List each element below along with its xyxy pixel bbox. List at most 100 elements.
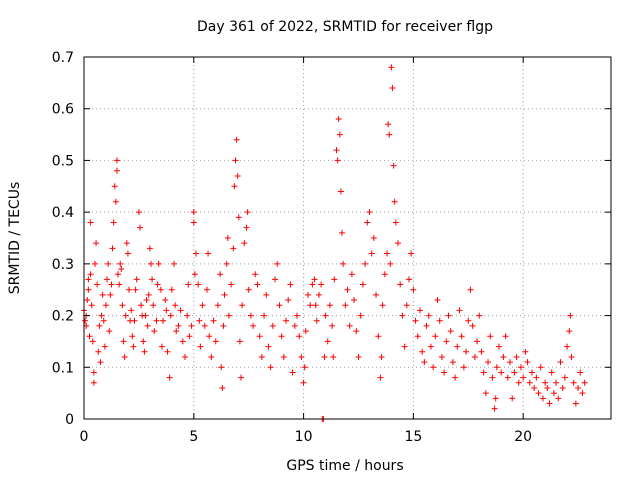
data-point bbox=[106, 328, 113, 335]
data-point bbox=[438, 353, 445, 360]
data-point bbox=[191, 271, 198, 278]
data-point bbox=[89, 338, 96, 345]
data-point bbox=[425, 312, 432, 319]
data-point bbox=[326, 302, 333, 309]
data-point bbox=[252, 271, 259, 278]
y-tick-label: 0.2 bbox=[52, 309, 74, 325]
data-point bbox=[366, 209, 373, 216]
data-point bbox=[364, 219, 371, 226]
data-point bbox=[86, 333, 93, 340]
data-point bbox=[564, 343, 571, 350]
data-point bbox=[120, 338, 127, 345]
data-point bbox=[513, 353, 520, 360]
data-point bbox=[212, 338, 219, 345]
data-point bbox=[353, 328, 360, 335]
data-point bbox=[416, 307, 423, 314]
data-point bbox=[147, 260, 154, 267]
data-point bbox=[85, 286, 92, 293]
data-point bbox=[109, 245, 116, 252]
data-point bbox=[228, 281, 235, 288]
data-point bbox=[220, 322, 227, 329]
data-point bbox=[100, 317, 107, 324]
data-point bbox=[482, 390, 489, 397]
data-point bbox=[454, 343, 461, 350]
data-point bbox=[559, 384, 566, 391]
data-point bbox=[203, 286, 210, 293]
data-point bbox=[245, 286, 252, 293]
data-point bbox=[131, 317, 138, 324]
data-point bbox=[517, 364, 524, 371]
data-point bbox=[436, 317, 443, 324]
x-tick-label: 5 bbox=[189, 429, 198, 445]
data-point bbox=[108, 281, 115, 288]
data-point bbox=[533, 374, 540, 381]
data-point bbox=[577, 369, 584, 376]
data-point bbox=[579, 390, 586, 397]
data-point bbox=[91, 260, 98, 267]
data-point bbox=[168, 286, 175, 293]
data-point bbox=[502, 333, 509, 340]
data-point bbox=[256, 333, 263, 340]
data-point bbox=[389, 85, 396, 92]
data-point bbox=[126, 286, 133, 293]
data-point bbox=[321, 353, 328, 360]
data-point bbox=[315, 291, 322, 298]
data-point bbox=[107, 291, 114, 298]
data-point bbox=[397, 281, 404, 288]
data-point bbox=[258, 353, 265, 360]
data-point bbox=[445, 312, 452, 319]
data-point bbox=[566, 328, 573, 335]
data-point bbox=[408, 250, 415, 257]
data-point bbox=[399, 312, 406, 319]
chart-title: Day 361 of 2022, SRMTID for receiver flg… bbox=[197, 19, 493, 35]
data-point bbox=[335, 116, 342, 123]
data-point bbox=[254, 281, 261, 288]
data-point bbox=[357, 312, 364, 319]
data-point bbox=[201, 322, 208, 329]
y-tick-label: 0 bbox=[65, 412, 74, 428]
x-axis-label: GPS time / hours bbox=[286, 458, 403, 474]
data-point bbox=[373, 291, 380, 298]
data-point bbox=[298, 353, 305, 360]
data-point bbox=[166, 374, 173, 381]
data-point bbox=[449, 359, 456, 366]
data-point bbox=[184, 312, 191, 319]
data-point bbox=[391, 198, 398, 205]
data-point bbox=[434, 297, 441, 304]
data-point bbox=[205, 250, 212, 257]
data-point bbox=[244, 209, 251, 216]
data-point bbox=[129, 333, 136, 340]
data-point bbox=[157, 286, 164, 293]
data-point bbox=[197, 343, 204, 350]
data-point bbox=[287, 281, 294, 288]
data-point bbox=[390, 162, 397, 169]
data-point bbox=[498, 369, 505, 376]
data-point bbox=[384, 250, 391, 257]
data-point bbox=[362, 260, 369, 267]
grid-lines bbox=[84, 57, 611, 419]
data-point bbox=[388, 64, 395, 71]
data-point bbox=[385, 121, 392, 128]
data-point bbox=[309, 281, 316, 288]
data-point bbox=[339, 229, 346, 236]
data-point bbox=[410, 286, 417, 293]
data-point bbox=[403, 302, 410, 309]
data-point bbox=[261, 312, 268, 319]
data-point bbox=[177, 307, 184, 314]
data-point bbox=[217, 271, 224, 278]
data-point bbox=[509, 395, 516, 402]
data-point bbox=[283, 317, 290, 324]
data-point bbox=[250, 322, 257, 329]
data-point bbox=[515, 379, 522, 386]
data-point bbox=[430, 364, 437, 371]
data-point bbox=[401, 343, 408, 350]
data-point bbox=[154, 281, 161, 288]
data-point bbox=[313, 317, 320, 324]
data-point bbox=[471, 353, 478, 360]
data-point bbox=[526, 379, 533, 386]
data-point bbox=[122, 312, 129, 319]
data-point bbox=[195, 281, 202, 288]
data-point bbox=[206, 333, 213, 340]
data-point bbox=[190, 219, 197, 226]
data-point bbox=[188, 322, 195, 329]
